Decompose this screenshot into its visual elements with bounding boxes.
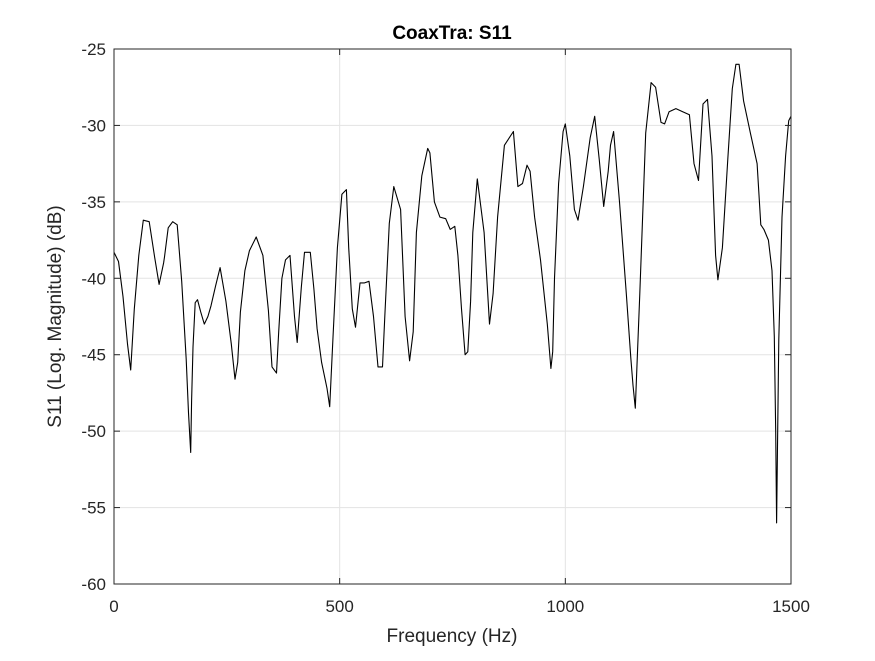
y-tick-label: -45: [81, 346, 106, 365]
y-tick-label: -30: [81, 116, 106, 135]
y-tick-label: -55: [81, 499, 106, 518]
x-tick-label: 0: [109, 597, 118, 616]
y-axis-label: S11 (Log. Magnitude) (dB): [45, 205, 66, 428]
x-tick-label: 1500: [772, 597, 810, 616]
x-tick-label: 500: [325, 597, 353, 616]
chart-title: CoaxTra: S11: [392, 23, 512, 44]
y-tick-label: -60: [81, 575, 106, 594]
y-tick-label: -50: [81, 422, 106, 441]
plot-frame: [113, 48, 792, 585]
grid-layer: [113, 48, 792, 585]
x-tick-label: 1000: [546, 597, 584, 616]
series-layer: [113, 63, 792, 524]
y-tick-label: -35: [81, 193, 106, 212]
x-axis-label: Frequency (Hz): [387, 626, 518, 647]
y-tick-label: -25: [81, 40, 106, 59]
tick-layer: 0 500 1000 1500 -60 -55 -50 -45 -40 -35 -30 -25: [81, 40, 809, 616]
series-line-0: [113, 63, 792, 524]
y-tick-label: -40: [81, 269, 106, 288]
